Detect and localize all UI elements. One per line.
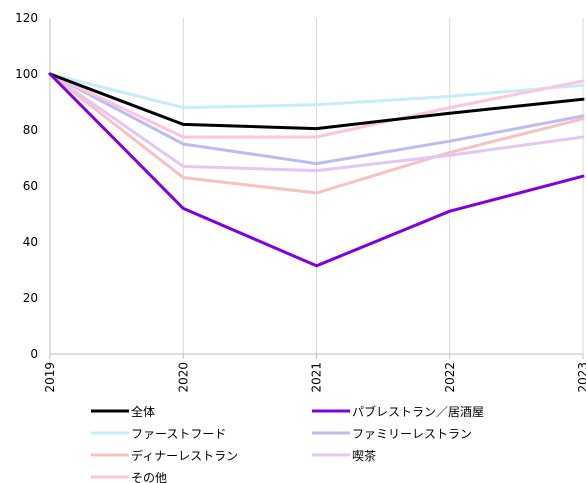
series-line-0: [48, 72, 585, 131]
y-tick-label: 80: [23, 123, 38, 137]
legend-item: ディナーレストラン: [91, 448, 238, 463]
legend-label: ファミリーレストラン: [352, 427, 472, 441]
series-line-6: [48, 72, 585, 139]
legend-label: パブレストラン／居酒屋: [352, 404, 484, 419]
x-tick-label: 2020: [176, 362, 190, 393]
legend-label: 全体: [131, 404, 155, 419]
legend-item: ファーストフード: [91, 427, 226, 441]
y-tick-label: 120: [15, 11, 38, 25]
series-line-1: [48, 72, 585, 268]
y-tick-label: 100: [15, 67, 38, 81]
series-line-3: [48, 72, 585, 166]
legend-label: ファーストフード: [131, 427, 226, 441]
x-tick-label: 2019: [43, 362, 57, 393]
legend-item: 全体: [91, 404, 155, 419]
legend-label: 喫茶: [352, 448, 376, 463]
y-tick-label: 0: [30, 347, 38, 361]
y-tick-label: 40: [23, 235, 38, 249]
x-tick-label: 2023: [576, 362, 586, 393]
legend-label: ディナーレストラン: [131, 448, 238, 463]
y-tick-label: 60: [23, 179, 38, 193]
tick-labels: 0 20 40 60 80 100 120 2019 2020 2021 2022 2023: [15, 11, 586, 393]
x-tick-label: 2021: [310, 362, 324, 393]
legend-item: その他: [91, 471, 167, 483]
series-line-5: [48, 72, 585, 173]
series-line-2: [48, 72, 585, 110]
y-tick-label: 20: [23, 291, 38, 305]
x-tick-label: 2022: [443, 362, 457, 393]
legend-item: 喫茶: [312, 448, 376, 463]
series-line-4: [48, 72, 585, 195]
legend-item: パブレストラン／居酒屋: [312, 404, 484, 419]
legend-label: その他: [131, 471, 167, 483]
series-lines: [48, 72, 585, 268]
grid-lines: [182, 18, 584, 354]
legend-item: ファミリーレストラン: [312, 427, 472, 441]
